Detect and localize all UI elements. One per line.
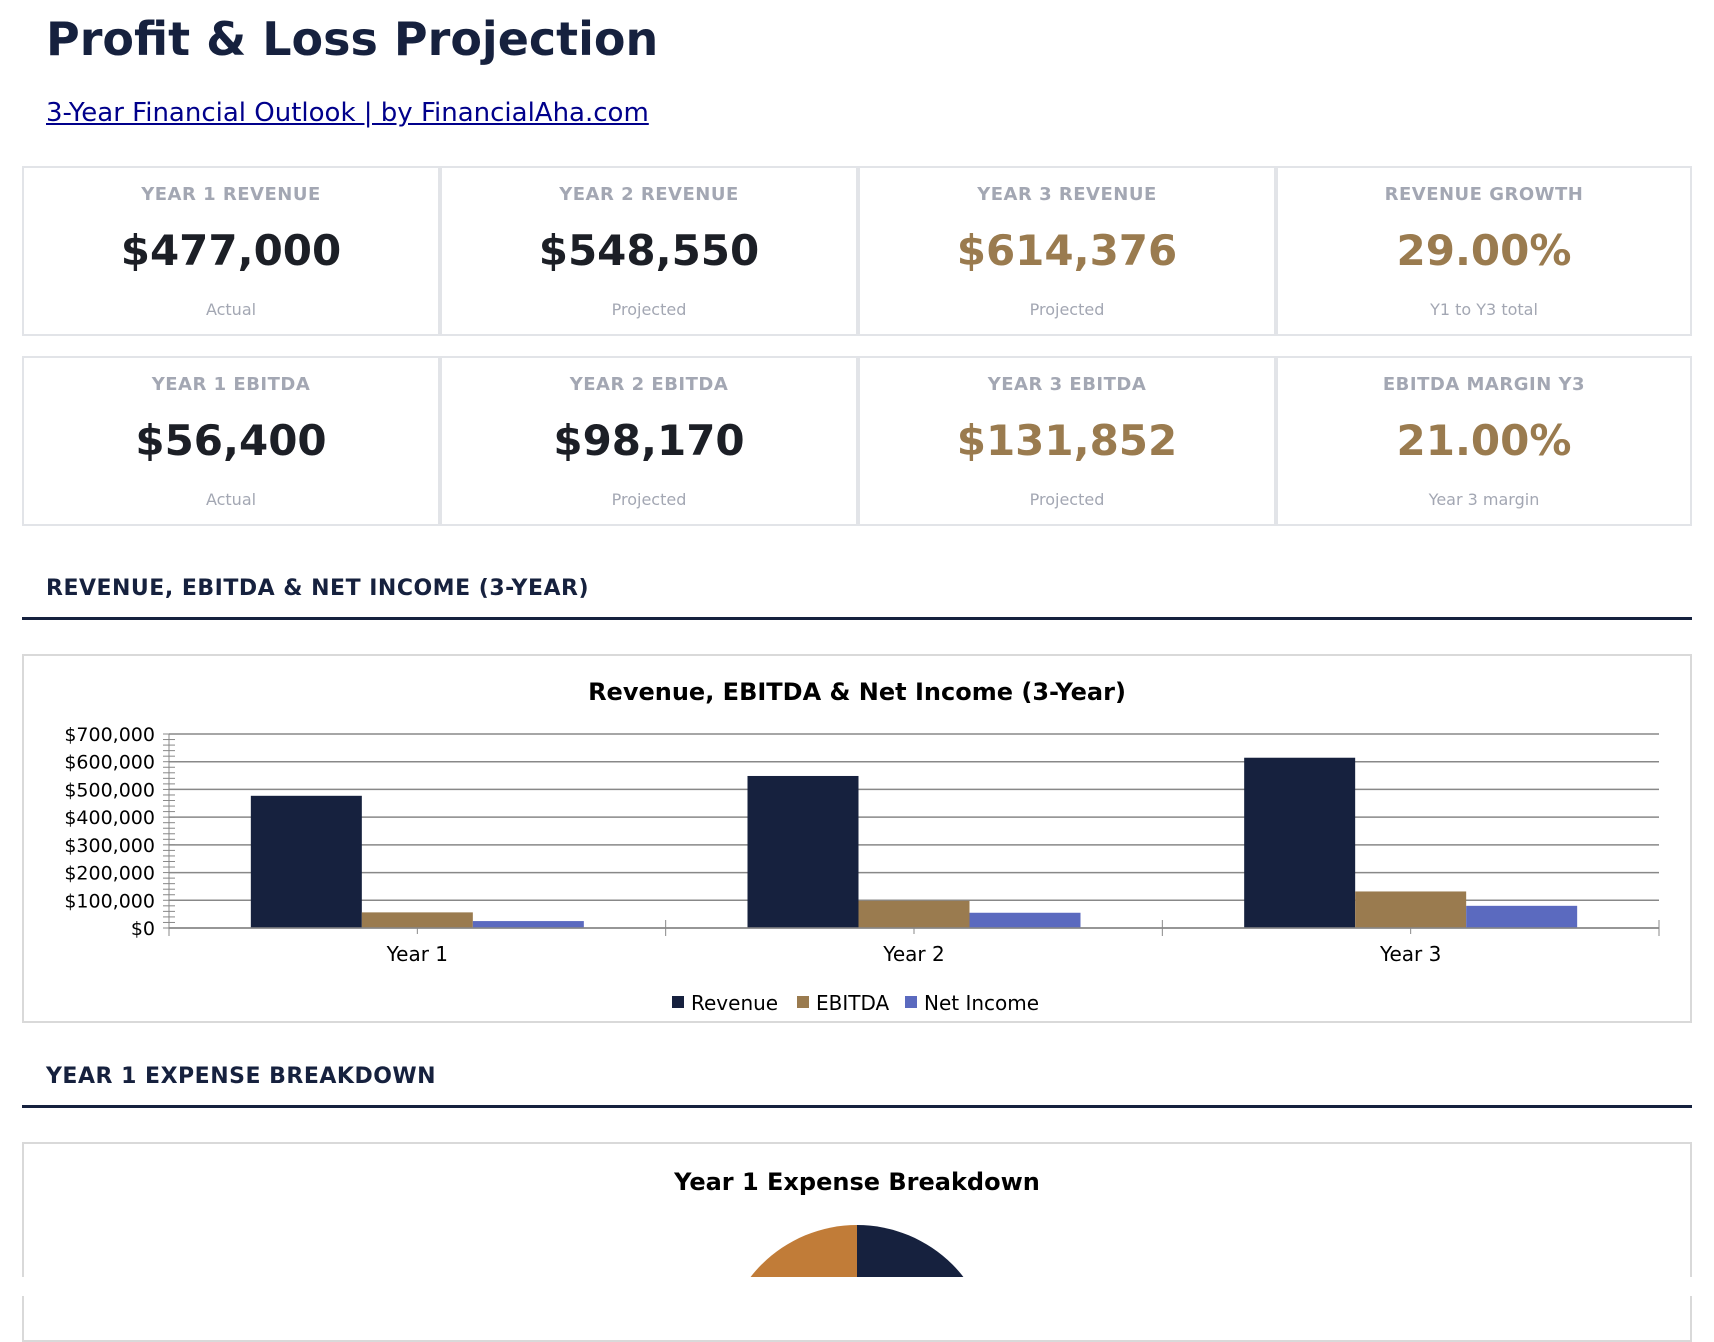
kpi-value: $56,400 xyxy=(135,416,327,465)
bar-revenue xyxy=(1244,757,1356,928)
x-tick-label: Year 1 xyxy=(386,942,448,966)
bar-chart-title: Revenue, EBITDA & Net Income (3-Year) xyxy=(588,678,1126,706)
section-heading-chart1: REVENUE, EBITDA & NET INCOME (3-YEAR) xyxy=(46,576,589,601)
y-tick-label: $100,000 xyxy=(64,890,155,912)
bar-net-income xyxy=(472,921,584,928)
kpi-card: YEAR 2 EBITDA $98,170 Projected xyxy=(440,356,858,526)
bar-ebitda xyxy=(361,912,473,928)
kpi-label: EBITDA MARGIN Y3 xyxy=(1382,374,1586,395)
kpi-card: YEAR 3 REVENUE $614,376 Projected xyxy=(858,166,1276,336)
kpi-label: REVENUE GROWTH xyxy=(1384,184,1584,205)
bar-chart: $0 $100,000 $200,000 $300,000 $400,000 $500,0… xyxy=(64,724,1660,1015)
bar-revenue xyxy=(747,775,859,928)
kpi-note: Actual xyxy=(205,300,257,319)
kpi-note: Projected xyxy=(611,490,687,509)
section-divider xyxy=(22,617,1692,620)
kpi-note: Projected xyxy=(1029,490,1105,509)
kpi-note: Projected xyxy=(611,300,687,319)
section-heading-chart2: YEAR 1 EXPENSE BREAKDOWN xyxy=(46,1064,437,1089)
kpi-note: Actual xyxy=(205,490,257,509)
bar-net-income xyxy=(969,912,1081,928)
legend-label: Revenue xyxy=(691,991,778,1015)
kpi-card: YEAR 1 EBITDA $56,400 Actual xyxy=(22,356,440,526)
kpi-card: YEAR 1 REVENUE $477,000 Actual xyxy=(22,166,440,336)
kpi-note: Year 3 margin xyxy=(1428,490,1540,509)
legend-label: EBITDA xyxy=(816,991,890,1015)
kpi-value: $614,376 xyxy=(956,226,1178,275)
legend-swatch xyxy=(672,996,684,1008)
legend-swatch xyxy=(797,996,809,1008)
kpi-value: $98,170 xyxy=(553,416,745,465)
kpi-value: 29.00% xyxy=(1396,226,1572,275)
kpi-note: Projected xyxy=(1029,300,1105,319)
kpi-value: 21.00% xyxy=(1396,416,1572,465)
kpi-value: $548,550 xyxy=(538,226,760,275)
kpi-label: YEAR 2 EBITDA xyxy=(569,374,729,395)
bar-net-income xyxy=(1466,905,1578,928)
section-divider xyxy=(22,1105,1692,1108)
kpi-value: $131,852 xyxy=(956,416,1178,465)
legend-label: Net Income xyxy=(924,991,1039,1015)
x-tick-label: Year 3 xyxy=(1379,942,1441,966)
kpi-value: $477,000 xyxy=(120,226,342,275)
kpi-label: YEAR 1 REVENUE xyxy=(141,184,321,205)
kpi-card: YEAR 3 EBITDA $131,852 Projected xyxy=(858,356,1276,526)
legend-swatch xyxy=(905,996,917,1008)
y-tick-label: $500,000 xyxy=(64,779,155,801)
y-tick-label: $0 xyxy=(131,918,155,940)
y-tick-label: $300,000 xyxy=(64,835,155,857)
x-tick-label: Year 2 xyxy=(882,942,944,966)
bar-ebitda xyxy=(858,900,970,928)
pie-chart-title: Year 1 Expense Breakdown xyxy=(674,1168,1040,1196)
kpi-label: YEAR 3 EBITDA xyxy=(987,374,1147,395)
bar-ebitda xyxy=(1355,891,1467,928)
kpi-card: EBITDA MARGIN Y3 21.00% Year 3 margin xyxy=(1276,356,1692,526)
subtitle-link[interactable]: 3-Year Financial Outlook | by FinancialA… xyxy=(46,98,649,128)
kpi-label: YEAR 3 REVENUE xyxy=(977,184,1157,205)
y-tick-label: $400,000 xyxy=(64,807,155,829)
y-tick-label: $200,000 xyxy=(64,863,155,885)
kpi-card: REVENUE GROWTH 29.00% Y1 to Y3 total xyxy=(1276,166,1692,336)
page-title: Profit & Loss Projection xyxy=(46,12,659,66)
kpi-card: YEAR 2 REVENUE $548,550 Projected xyxy=(440,166,858,336)
bar-revenue xyxy=(250,795,362,928)
kpi-note: Y1 to Y3 total xyxy=(1430,300,1538,319)
kpi-label: YEAR 2 REVENUE xyxy=(559,184,739,205)
kpi-label: YEAR 1 EBITDA xyxy=(151,374,311,395)
y-tick-label: $700,000 xyxy=(64,724,155,746)
y-tick-label: $600,000 xyxy=(64,752,155,774)
